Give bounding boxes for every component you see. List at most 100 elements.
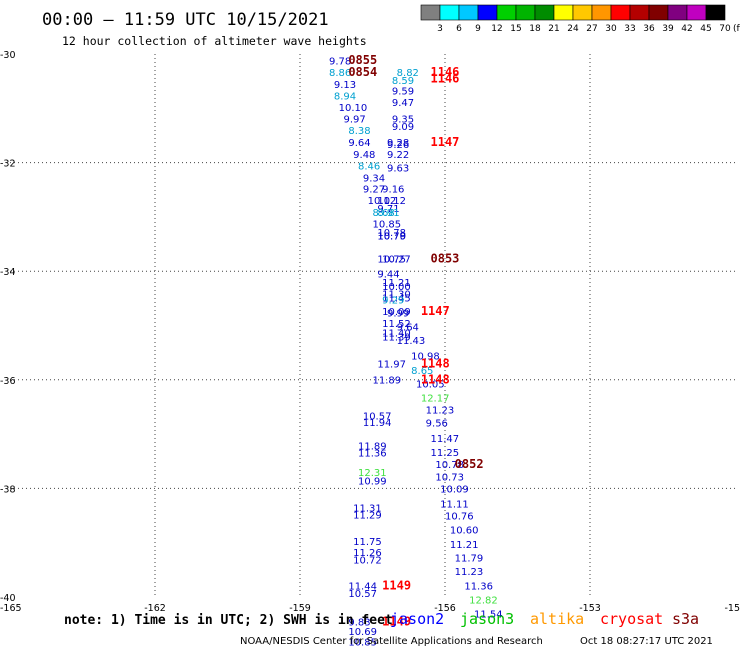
swh-value-label: 8.65	[411, 366, 433, 377]
color-scale-label: 33	[624, 24, 635, 34]
wave-height-points: 9.788.869.138.9410.109.978.389.649.488.4…	[329, 57, 503, 649]
color-scale-swatch	[667, 4, 688, 21]
color-scale-swatch	[458, 4, 479, 21]
swh-value-label: 8.94	[334, 91, 356, 102]
swh-value-label: 9.26	[387, 140, 409, 151]
swh-value-label: 9.28	[387, 138, 409, 149]
satellite-legend: jason2 jason3 altika cryosat s3a	[390, 610, 699, 628]
swh-value-label: 9.63	[387, 163, 409, 174]
swh-value-label: 9.59	[392, 86, 414, 97]
color-scale-swatch	[648, 4, 669, 21]
time-label: 0855	[348, 53, 377, 67]
swh-value-label: 11.47	[431, 434, 460, 445]
x-tick-label: -162	[144, 603, 166, 614]
swh-value-label: 9.09	[392, 122, 414, 133]
swh-value-label: 9.35	[392, 115, 414, 126]
swh-value-label: 12.82	[469, 596, 498, 607]
color-scale-swatch	[610, 4, 631, 21]
swh-value-label: 11.30	[382, 289, 411, 300]
swh-value-label: 11.89	[358, 442, 387, 453]
y-tick-label: -38	[0, 484, 16, 495]
x-tick-label: -156	[434, 603, 456, 614]
x-tick-label: -15	[724, 603, 740, 614]
x-tick-label: -159	[289, 603, 311, 614]
swh-value-label: 10.60	[450, 526, 479, 537]
color-scale-label: 70	[719, 24, 731, 34]
date-stamp: Oct 18 08:27:17 UTC 2021	[580, 636, 713, 647]
time-label: 1149	[382, 614, 411, 628]
swh-value-label: 10.57	[363, 412, 392, 423]
swh-value-label: 10.79	[377, 231, 406, 242]
swh-value-label: 9.48	[353, 150, 375, 161]
swh-value-label: 9.22	[387, 150, 409, 161]
x-tick-label: -165	[0, 603, 22, 614]
time-label: 0854	[348, 65, 377, 79]
swh-value-label: 11.79	[455, 553, 484, 564]
color-scale-label: 21	[548, 24, 559, 34]
swh-value-label: 9.71	[377, 204, 399, 215]
x-tick-label: -153	[579, 603, 601, 614]
plot-grid: -165 -162 -159 -156 -153 -15 -30 -32 -34 -36 -38 -4…	[0, 50, 740, 614]
swh-value-label: 9.13	[334, 80, 356, 91]
swh-value-label: 10.05	[416, 380, 445, 391]
color-scale-label: 15	[510, 24, 521, 34]
swh-value-label: 10.76	[445, 512, 474, 523]
color-scale-label: 39	[662, 24, 674, 34]
time-label: 0853	[431, 252, 460, 266]
swh-value-label: 11.21	[450, 540, 479, 551]
swh-value-label: 8.59	[392, 76, 414, 87]
swh-value-label: 11.45	[382, 293, 411, 304]
y-tick-label: -40	[0, 593, 16, 604]
swh-value-label: 9.64	[348, 138, 370, 149]
swh-value-label: 10.75	[377, 255, 406, 266]
y-tick-label: -30	[0, 50, 16, 61]
color-scale-label: 27	[586, 24, 597, 34]
time-label: 1146	[431, 65, 460, 79]
color-scale-label: 6	[456, 24, 462, 34]
swh-value-label: 11.26	[353, 548, 382, 559]
time-label: 1148	[421, 357, 450, 371]
swh-value-label: 8.82	[397, 68, 419, 79]
swh-value-label: 9.27	[363, 185, 385, 196]
y-tick-label: -36	[0, 376, 16, 387]
swh-value-label: 10.78	[435, 460, 464, 471]
swh-value-label: 11.25	[431, 448, 460, 459]
swh-value-label: 9.99	[387, 308, 409, 319]
color-scale-swatch	[553, 4, 574, 21]
swh-value-label: 9.16	[382, 185, 404, 196]
swh-value-label: 8.68	[373, 208, 395, 219]
time-label: 1148	[421, 372, 450, 386]
swh-value-label: 9.44	[377, 269, 399, 280]
note-text: note: 1) Time is in UTC; 2) SWH is in fe…	[64, 613, 393, 628]
swh-value-label: 8.46	[358, 161, 380, 172]
time-label: 0852	[455, 457, 484, 471]
swh-value-label: 10.10	[339, 103, 368, 114]
color-scale-swatch	[572, 4, 593, 21]
swh-value-label: 11.29	[353, 510, 382, 521]
swh-value-label: 10.00	[382, 282, 411, 293]
color-scale-swatch	[591, 4, 612, 21]
color-scale-label: 9	[475, 24, 481, 34]
color-scale-label: 36	[643, 24, 655, 34]
swh-value-label: 10.69	[348, 627, 377, 638]
swh-value-label: 10.09	[382, 307, 411, 318]
color-scale-swatch	[705, 4, 726, 21]
swh-value-label: 12.17	[421, 394, 450, 405]
swh-value-label: 9.47	[392, 98, 414, 109]
color-scale-swatch	[420, 4, 441, 21]
swh-value-label: 11.40	[382, 329, 411, 340]
swh-value-label: 10.57	[348, 589, 377, 600]
swh-value-label: 10.85	[373, 219, 402, 230]
swh-value-label: 11.23	[426, 406, 455, 417]
color-scale-label: 30	[605, 24, 617, 34]
swh-value-label: 11.54	[474, 609, 503, 620]
chart-subtitle: 12 hour collection of altimeter wave hei…	[62, 34, 367, 48]
color-scale-label: 24	[567, 24, 579, 34]
swh-value-label: 10.70	[377, 231, 406, 242]
swh-value-label: 9.64	[397, 323, 419, 334]
swh-value-label: 11.31	[353, 503, 382, 514]
swh-value-label: 11.36	[464, 582, 493, 593]
